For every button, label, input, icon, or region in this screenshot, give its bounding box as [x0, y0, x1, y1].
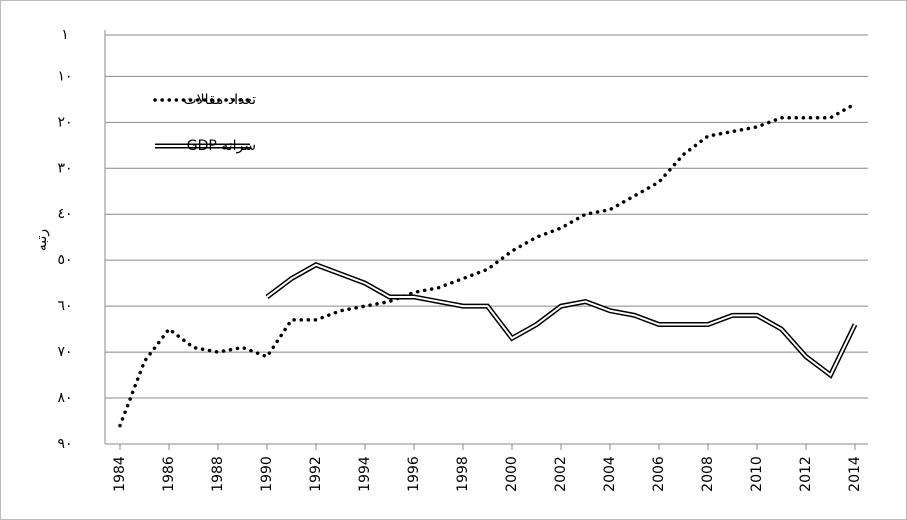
y-tick-label: ٢٠ [57, 114, 72, 130]
x-tick-label: 2012 [798, 456, 814, 492]
y-tick-label: ١٠ [57, 68, 72, 84]
x-tick-label: 2004 [602, 456, 618, 492]
y-tick-label: ٥٠ [57, 252, 72, 268]
y-tick-label: ٨٠ [57, 390, 72, 406]
y-tick-label: ٤٠ [57, 206, 72, 222]
legend-label: تعداد مقالات [183, 92, 256, 108]
x-tick-label: 2002 [553, 456, 569, 492]
y-tick-label: ٦٠ [57, 298, 72, 314]
x-tick-label: 1996 [406, 456, 422, 492]
y-tick-label: ٧٠ [57, 344, 72, 360]
x-tick-label: 1986 [161, 456, 177, 492]
x-tick-label: 2000 [504, 456, 520, 492]
x-tick-label: 1988 [210, 456, 226, 492]
x-tick-label: 1992 [308, 456, 324, 492]
x-tick-label: 1998 [455, 456, 471, 492]
x-tick-label: 2006 [651, 456, 667, 492]
x-tick-label: 1990 [259, 456, 275, 492]
y-tick-label: ٣٠ [57, 160, 72, 176]
y-tick-label: ٩٠ [57, 436, 72, 452]
x-tick-label: 1994 [357, 456, 373, 492]
legend-label: سرانه GDP [187, 138, 256, 154]
x-tick-label: 2014 [847, 456, 863, 492]
series-line-inner [266, 263, 856, 377]
x-tick-label: 1984 [112, 456, 128, 492]
y-axis-label: رتبه [34, 229, 50, 251]
x-tick-label: 2010 [749, 456, 765, 492]
x-tick-label: 2008 [700, 456, 716, 492]
y-tick-label: ١ [61, 27, 69, 43]
